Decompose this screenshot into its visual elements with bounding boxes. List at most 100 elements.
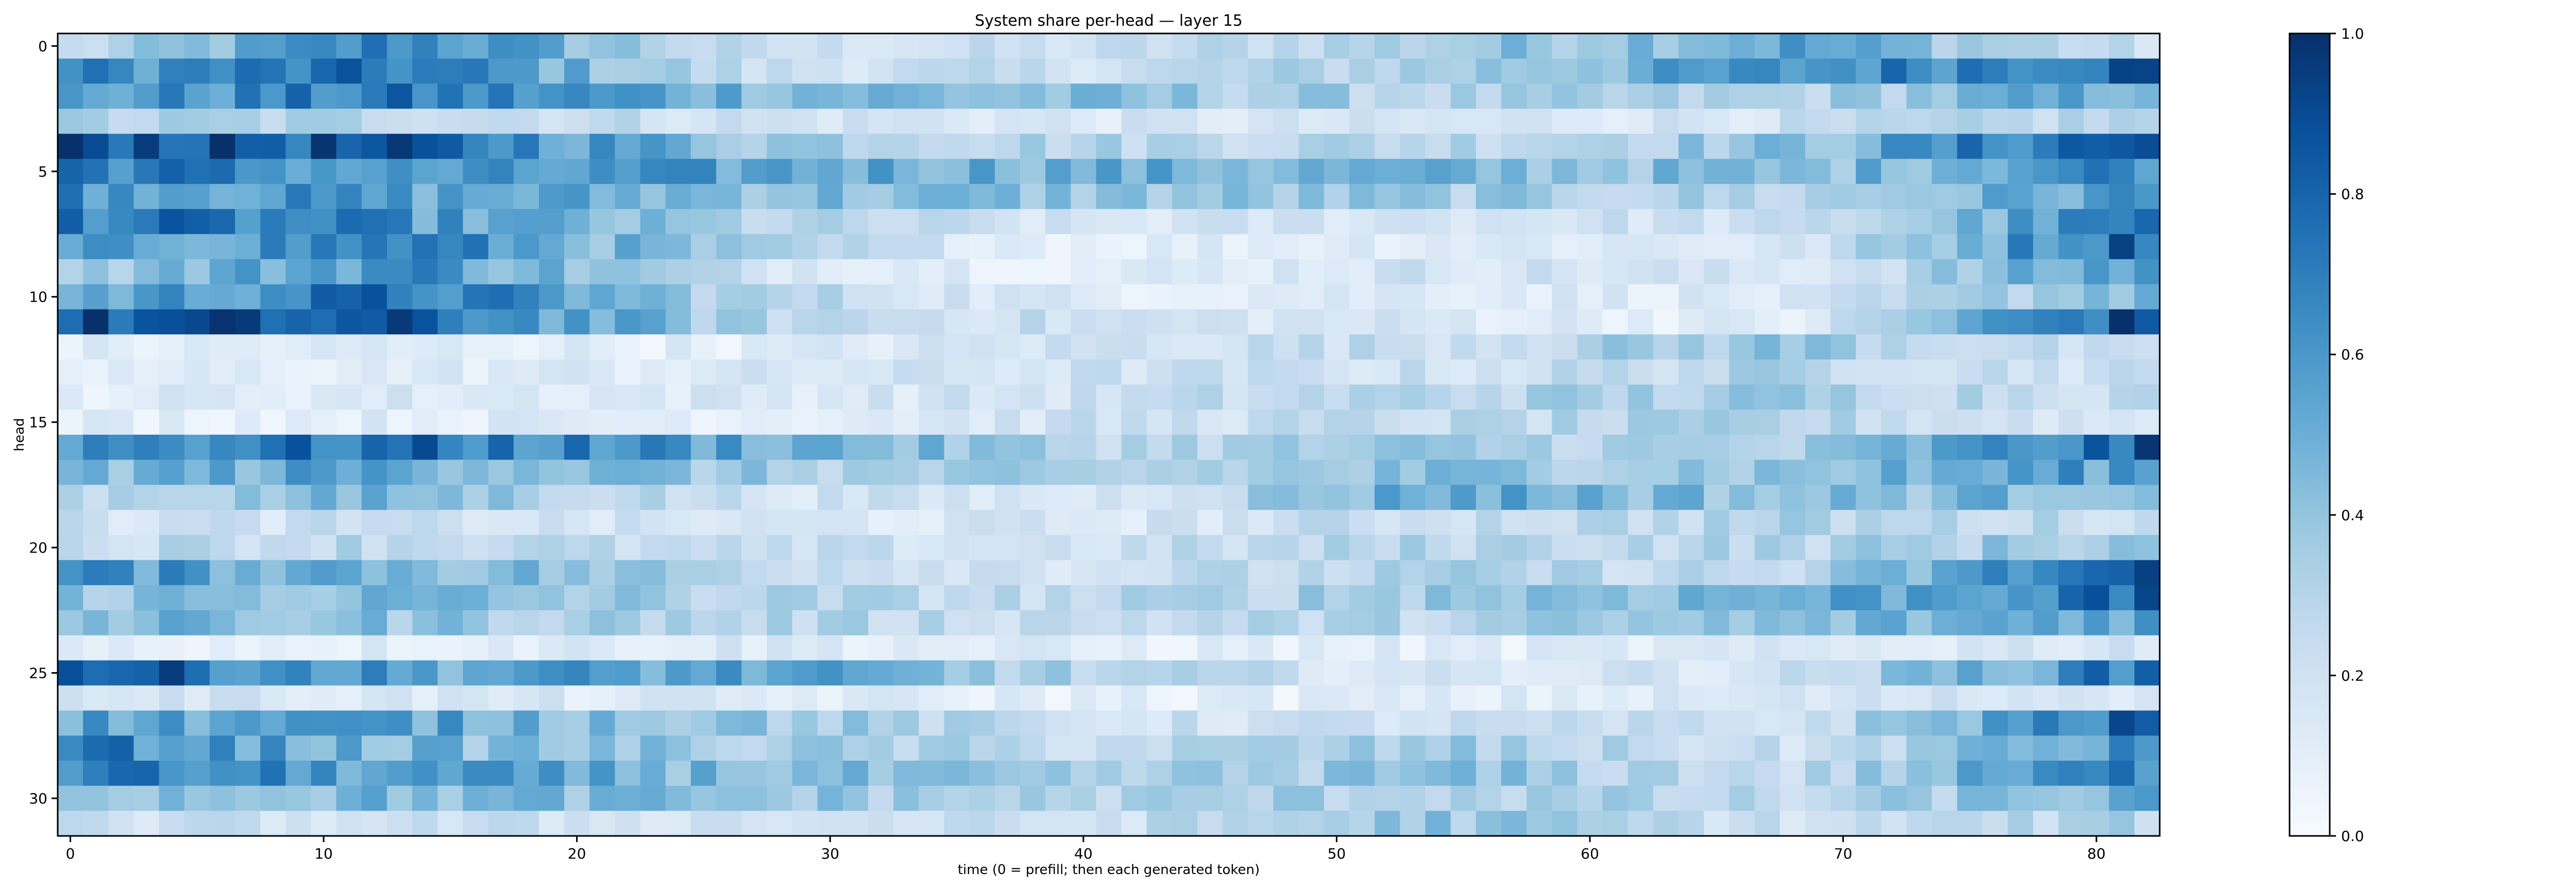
heatmap-cell (1577, 234, 1603, 260)
heatmap-cell (1552, 58, 1578, 84)
heatmap-cell (2058, 109, 2084, 134)
heatmap-cell (1653, 58, 1679, 84)
heatmap-cell (1197, 33, 1223, 59)
heatmap-cell (463, 585, 489, 611)
heatmap-cell (589, 685, 616, 711)
heatmap-cell (361, 409, 387, 435)
heatmap-cell (842, 384, 869, 410)
heatmap-cell (1982, 560, 2008, 586)
heatmap-cell (1552, 334, 1578, 360)
heatmap-cell (1425, 811, 1451, 836)
heatmap-cell (2008, 535, 2033, 561)
heatmap-cell (1450, 435, 1477, 460)
heatmap-cell (589, 535, 616, 561)
heatmap-cell (1906, 459, 1933, 485)
heatmap-cell (1273, 585, 1299, 611)
heatmap-cell (1982, 359, 2008, 385)
heatmap-cell (184, 535, 210, 561)
heatmap-cell (184, 610, 210, 636)
heatmap-cell (412, 585, 438, 611)
heatmap-cell (1729, 133, 1755, 160)
heatmap-cell (615, 58, 641, 84)
heatmap-cell (1577, 133, 1603, 160)
heatmap-cell (336, 184, 362, 210)
heatmap-cell (944, 785, 970, 811)
heatmap-cell (387, 785, 413, 811)
heatmap-cell (969, 384, 995, 410)
heatmap-cell (741, 610, 767, 636)
heatmap-cell (1931, 133, 1958, 160)
heatmap-cell (919, 384, 945, 410)
heatmap-cell (690, 133, 717, 160)
heatmap-cell (1349, 510, 1375, 536)
heatmap-cell (1096, 159, 1122, 184)
heatmap-cell (1476, 635, 1502, 661)
heatmap-cell (2109, 560, 2135, 586)
heatmap-cell (767, 409, 793, 435)
heatmap-cell (589, 33, 616, 59)
heatmap-cell (2058, 459, 2084, 485)
heatmap-cell (817, 585, 843, 611)
heatmap-cell (1830, 459, 1856, 485)
heatmap-cell (589, 334, 616, 360)
heatmap-cell (2058, 811, 2084, 836)
heatmap-cell (513, 760, 539, 786)
heatmap-cell (1527, 334, 1552, 360)
heatmap-cell (741, 760, 767, 786)
heatmap-cell (944, 284, 970, 310)
heatmap-cell (209, 359, 235, 385)
heatmap-cell (1856, 610, 1882, 636)
heatmap-cell (1906, 610, 1933, 636)
heatmap-cell (1881, 560, 1907, 586)
heatmap-cell (108, 234, 134, 260)
heatmap-cell (361, 760, 387, 786)
heatmap-cell (868, 660, 894, 686)
heatmap-cell (564, 485, 590, 510)
heatmap-cell (741, 58, 767, 84)
heatmap-cell (589, 785, 616, 811)
heatmap-cell (1071, 760, 1097, 786)
heatmap-cell (665, 234, 691, 260)
heatmap-cell (767, 660, 793, 686)
heatmap-cell (1881, 710, 1907, 736)
heatmap-cell (1197, 359, 1223, 385)
heatmap-cell (1602, 159, 1629, 184)
heatmap-cell (463, 159, 489, 184)
heatmap-cell (2083, 735, 2110, 761)
heatmap-cell (1577, 309, 1603, 335)
heatmap-cell (1324, 635, 1350, 661)
heatmap-cell (1754, 384, 1781, 410)
heatmap-cell (133, 685, 160, 711)
heatmap-cell (1780, 585, 1806, 611)
heatmap-cell (1527, 735, 1552, 761)
heatmap-cell (1096, 811, 1122, 836)
heatmap-cell (919, 535, 945, 561)
heatmap-cell (1248, 259, 1274, 285)
heatmap-cell (1679, 334, 1704, 360)
heatmap-cell (1780, 660, 1806, 686)
heatmap-cell (2008, 309, 2033, 335)
heatmap-cell (994, 535, 1021, 561)
heatmap-cell (209, 259, 235, 285)
heatmap-cell (1552, 635, 1578, 661)
heatmap-cell (1121, 685, 1147, 711)
heatmap-cell (1298, 610, 1325, 636)
heatmap-cell (58, 685, 83, 711)
heatmap-cell (1071, 485, 1097, 510)
heatmap-cell (1830, 284, 1856, 310)
heatmap-cell (1906, 209, 1933, 235)
heatmap-cell (893, 184, 919, 210)
heatmap-cell (1931, 811, 1958, 836)
heatmap-cell (260, 359, 286, 385)
heatmap-cell (1856, 384, 1882, 410)
heatmap-cell (842, 811, 869, 836)
heatmap-cell (1552, 510, 1578, 536)
heatmap-cell (716, 284, 742, 310)
heatmap-cell (58, 485, 83, 510)
heatmap-cell (1653, 133, 1679, 160)
heatmap-cell (1425, 585, 1451, 611)
heatmap-cell (387, 435, 413, 460)
heatmap-cell (2033, 334, 2059, 360)
heatmap-cell (1248, 234, 1274, 260)
heatmap-cell (387, 109, 413, 134)
